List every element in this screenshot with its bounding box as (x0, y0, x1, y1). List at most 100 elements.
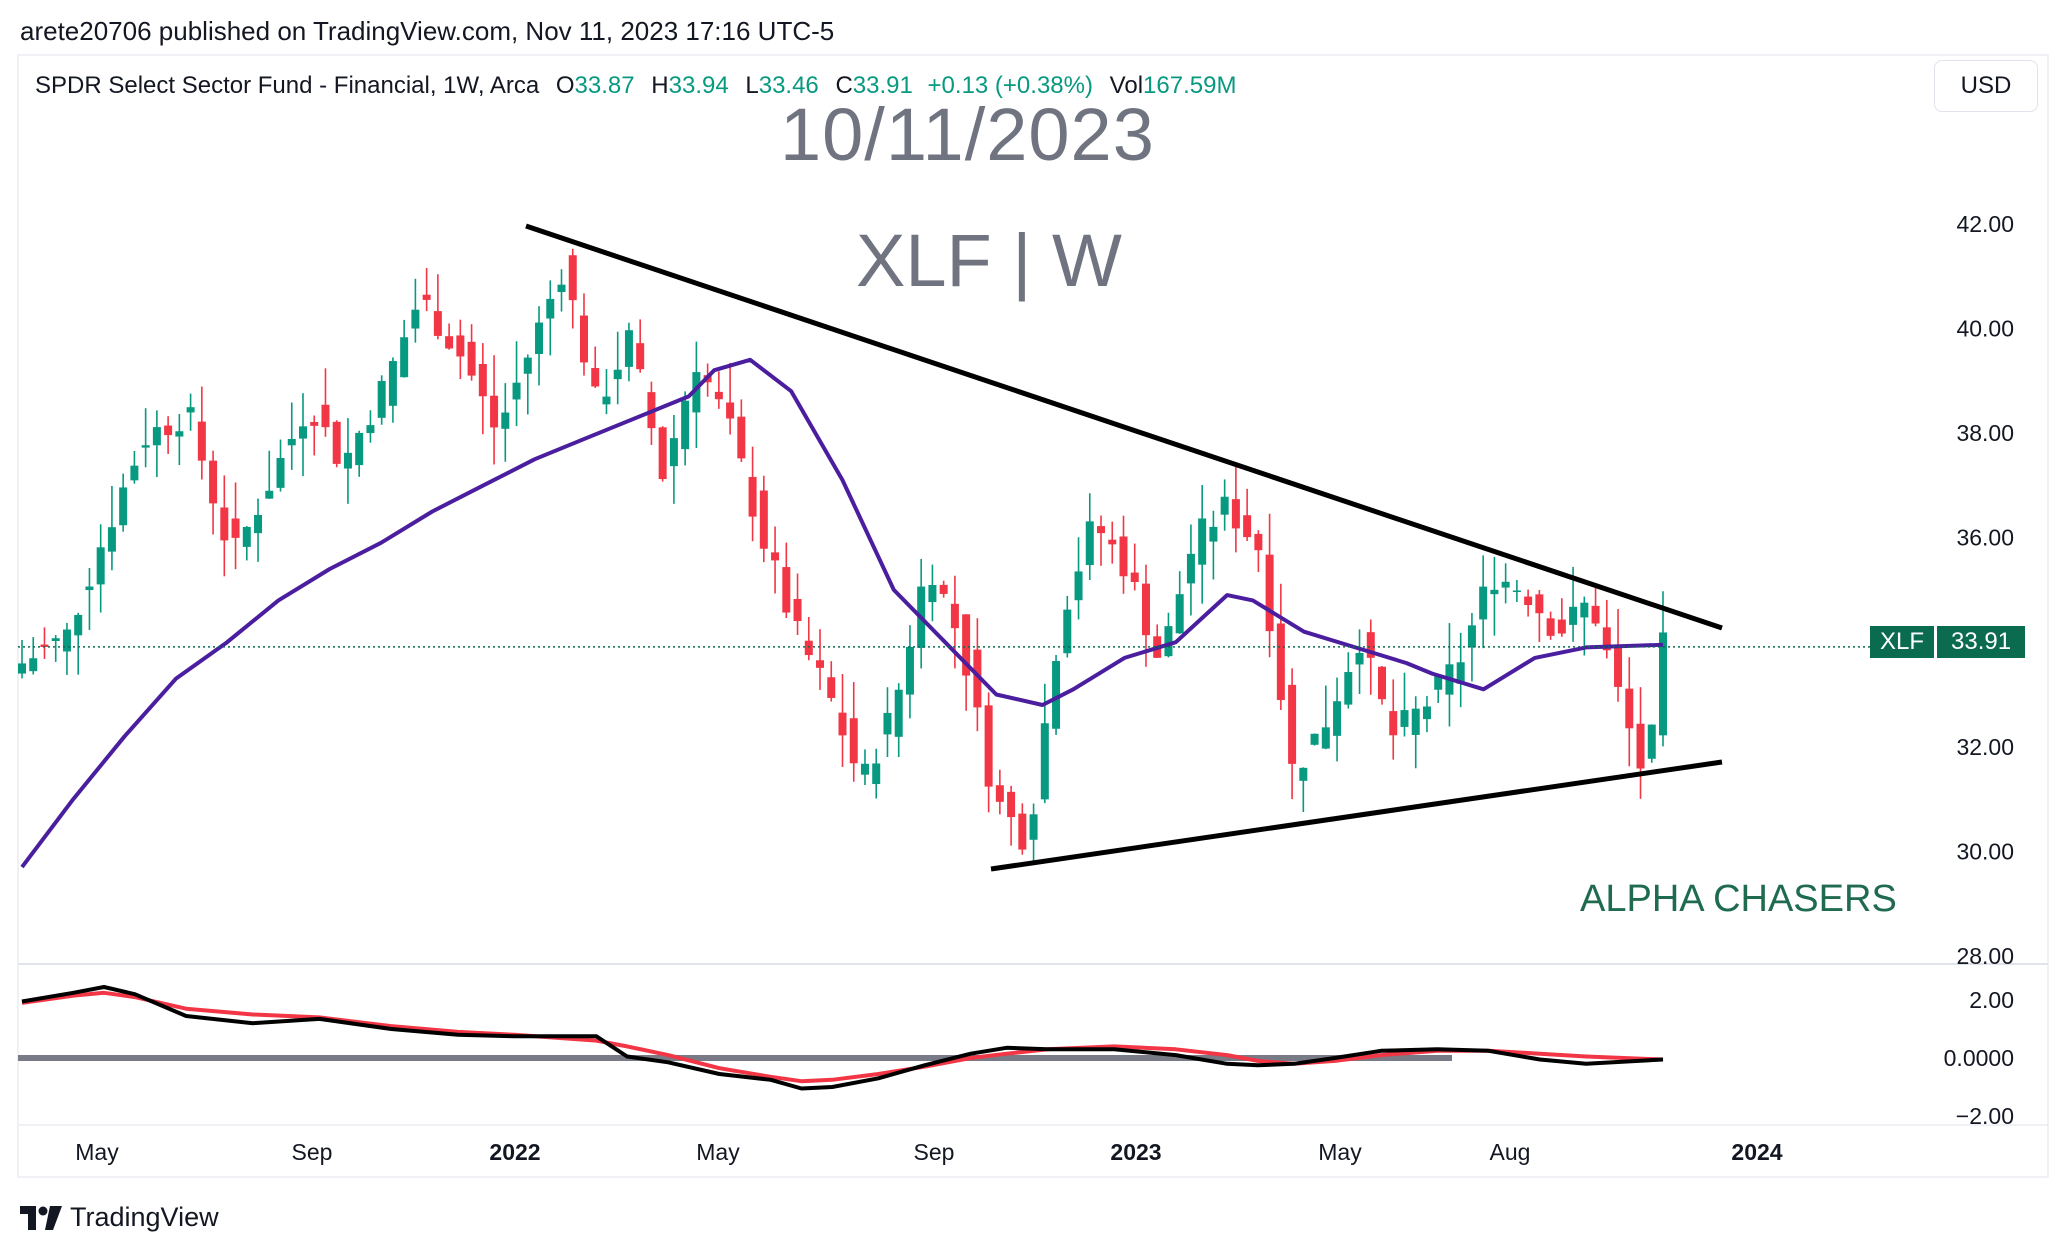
candle-body (748, 476, 757, 517)
candle-body (658, 427, 667, 480)
candle-body (388, 361, 397, 406)
candle-body (310, 421, 319, 426)
candle-body (467, 341, 476, 376)
footer-brand[interactable]: TradingView (20, 1202, 219, 1233)
low-value: 33.46 (758, 72, 819, 99)
time-tick-label: Sep (914, 1139, 955, 1165)
candle-body (1254, 533, 1263, 551)
candle-body (366, 425, 375, 434)
candle-body (332, 421, 341, 464)
candle-body (377, 381, 386, 418)
candle-body (512, 382, 521, 400)
candle-body (445, 336, 454, 349)
candle-body (1344, 672, 1353, 705)
candle-body (220, 507, 229, 541)
candle-body (265, 490, 274, 499)
candle-body (1052, 661, 1061, 729)
candle-body (197, 421, 206, 461)
candle-body (1569, 606, 1578, 625)
candle-body (40, 644, 49, 648)
candle-body (939, 584, 948, 594)
candle-body (793, 598, 802, 622)
candle-body (164, 425, 173, 436)
annotation-date: 10/11/2023 (780, 93, 1155, 176)
candle-body (860, 763, 869, 775)
candle-body (1546, 618, 1555, 636)
candle-body (950, 603, 959, 629)
change-value: +0.13 (+0.38%) (927, 72, 1093, 99)
candle-body (1288, 684, 1297, 764)
candle-body (276, 457, 285, 488)
candle-body (1479, 586, 1488, 620)
price-tick-label: 36.00 (1956, 525, 2014, 551)
candle-body (254, 515, 263, 534)
candle-body (905, 647, 914, 695)
candle-body (1299, 767, 1308, 781)
candle-body (1243, 515, 1252, 538)
candle-body (490, 395, 499, 428)
candle-body (1265, 554, 1274, 632)
macd-signal-line (21, 990, 1664, 1084)
candle-body (298, 426, 307, 439)
chart-frame (17, 54, 2049, 1178)
candle-body (973, 649, 982, 708)
moving-average-line (20, 357, 1664, 869)
candle-body (1467, 625, 1476, 648)
candle-body (1130, 572, 1139, 583)
candle-body (411, 309, 420, 329)
candle-body (355, 432, 364, 466)
price-tag: XLF 33.91 (1870, 626, 2026, 658)
candle-body (838, 712, 847, 736)
legend-row: SPDR Select Sector Fund - Financial, 1W,… (35, 72, 1236, 100)
candle-body (602, 396, 611, 405)
candle-body (1602, 627, 1611, 651)
candle-body (883, 712, 892, 735)
time-tick-label: Aug (1490, 1139, 1531, 1165)
candle-body (51, 638, 60, 641)
macd-line (21, 985, 1664, 1091)
candle-body (1378, 666, 1387, 700)
candle-body (1108, 539, 1117, 545)
candle-body (669, 438, 678, 467)
candle-body (1333, 701, 1342, 736)
candle-body (152, 427, 161, 446)
axes: 42.00 40.00 38.00 36.00 32.00 30.00 28.00 2.00 0… (75, 211, 2014, 1165)
candle-body (726, 402, 735, 419)
currency-button[interactable]: USD (1934, 60, 2038, 112)
price-tick-label: 32.00 (1956, 734, 2014, 760)
candle-body (535, 322, 544, 354)
candle-body (1512, 590, 1521, 593)
high-value: 33.94 (668, 72, 729, 99)
low-label: L (745, 72, 759, 99)
candlestick-series (18, 248, 1667, 861)
candle-body (1389, 711, 1398, 736)
candle-body (1119, 536, 1128, 577)
candle-body (96, 547, 105, 585)
annotation-ticker: XLF | W (856, 219, 1122, 302)
price-tick-label: 30.00 (1956, 838, 2014, 864)
candle-body (827, 677, 836, 698)
watermark-alpha-chasers: ALPHA CHASERS (1580, 878, 1897, 920)
candle-body (1040, 723, 1049, 800)
candle-body (175, 431, 184, 437)
candle-body (872, 763, 881, 785)
candle-body (894, 689, 903, 737)
candle-body (782, 567, 791, 613)
candle-body (1625, 688, 1634, 729)
time-tick-label: May (75, 1139, 119, 1165)
candle-body (557, 284, 566, 293)
trendline-upper (525, 223, 1723, 631)
candle-body (1580, 602, 1589, 618)
candle-body (433, 311, 442, 336)
candle-body (62, 629, 71, 652)
time-tick-label: 2022 (489, 1139, 540, 1165)
candle-body (1097, 526, 1106, 534)
candle-body (714, 391, 723, 400)
candle-body (636, 343, 645, 370)
candle-body (1321, 727, 1330, 749)
volume-value: 167.59M (1143, 72, 1237, 99)
candle-body (928, 585, 937, 603)
candle-body (984, 705, 993, 787)
